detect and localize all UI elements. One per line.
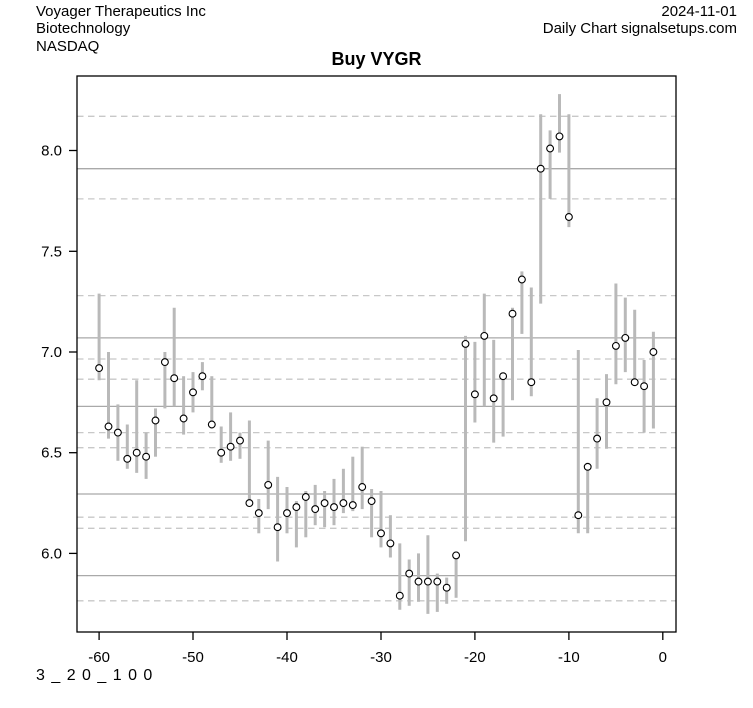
close-marker: [301, 493, 310, 501]
close-marker: [602, 398, 611, 407]
close-marker: [113, 428, 122, 437]
chart-date: 2024-11-01: [661, 3, 737, 20]
close-marker: [536, 164, 545, 173]
header-left: Voyager Therapeutics Inc Biotechnology N…: [36, 3, 206, 55]
close-marker: [217, 448, 226, 457]
close-marker: [574, 511, 583, 520]
plot-border: [76, 75, 677, 633]
close-marker: [414, 577, 423, 586]
close-marker: [499, 372, 508, 381]
x-tick-label: -30: [370, 649, 392, 666]
x-tick-label: -10: [558, 649, 580, 666]
sector-label: Biotechnology: [36, 20, 131, 38]
header-right: 2024-11-01 Daily Chart signalsetups.com: [543, 3, 737, 38]
close-marker: [517, 275, 526, 284]
close-marker: [480, 331, 489, 340]
x-tick-label: -60: [88, 649, 110, 666]
close-marker: [320, 499, 329, 508]
chart-title: Buy VYGR: [331, 49, 422, 69]
close-marker: [508, 309, 517, 318]
close-marker: [433, 577, 442, 586]
close-marker: [470, 390, 479, 399]
close-marker: [649, 348, 658, 356]
close-marker: [386, 539, 395, 548]
close-marker: [358, 483, 367, 491]
close-marker: [621, 333, 630, 342]
close-marker: [489, 394, 498, 403]
close-marker: [292, 503, 301, 512]
close-marker: [311, 505, 320, 514]
y-axis: 6.0 6.5 7.0 7.5 8.0: [41, 143, 77, 562]
close-marker: [254, 509, 263, 518]
close-marker: [442, 583, 451, 592]
y-tick-label: 6.0: [41, 545, 62, 562]
close-marker: [555, 132, 564, 141]
close-marker: [264, 480, 273, 489]
close-marker: [367, 497, 376, 506]
close-marker: [132, 448, 141, 457]
level-lines: [77, 115, 676, 602]
close-marker: [564, 213, 573, 221]
close-marker: [377, 529, 385, 538]
close-marker: [123, 454, 132, 463]
close-marker: [104, 422, 113, 431]
close-marker: [339, 499, 348, 508]
signal-code-label: 3 _ 2 0 _ 1 0 0: [36, 667, 154, 684]
close-marker: [198, 372, 207, 381]
price-bars: [97, 94, 655, 614]
close-marker: [452, 551, 461, 560]
close-marker: [611, 341, 620, 350]
close-marker: [546, 144, 555, 153]
close-marker: [348, 501, 357, 510]
close-marker: [461, 339, 470, 348]
x-tick-label: -20: [464, 649, 486, 666]
close-marker: [142, 452, 151, 461]
x-tick-label: -50: [182, 649, 204, 666]
close-marker: [151, 416, 160, 425]
close-marker: [395, 591, 404, 600]
exchange-label: NASDAQ: [36, 37, 100, 55]
close-marker: [283, 509, 291, 518]
y-tick-label: 7.0: [41, 344, 62, 361]
close-marker: [170, 374, 179, 383]
close-marker: [330, 503, 338, 512]
x-tick-label: 0: [659, 649, 667, 666]
close-marker: [179, 414, 188, 423]
close-marker: [405, 569, 414, 578]
x-axis: -60 -50 -40 -30 -20 -10 0: [88, 632, 667, 666]
close-marker: [273, 523, 282, 532]
close-marker: [245, 499, 254, 508]
close-marker: [226, 442, 235, 451]
close-marker: [189, 388, 197, 397]
close-marker: [95, 364, 104, 373]
close-marker: [207, 420, 216, 429]
chart-source: Daily Chart signalsetups.com: [542, 20, 737, 38]
y-tick-label: 6.5: [41, 445, 62, 462]
close-marker: [423, 577, 432, 586]
close-marker: [593, 434, 602, 443]
close-markers: [95, 132, 658, 600]
close-marker: [160, 358, 169, 367]
company-name: Voyager Therapeutics Inc: [36, 3, 206, 20]
close-marker: [527, 378, 536, 387]
close-marker: [583, 462, 592, 471]
y-tick-label: 8.0: [41, 143, 62, 160]
y-tick-label: 7.5: [41, 243, 62, 260]
x-tick-label: -40: [276, 649, 298, 666]
close-marker: [630, 378, 639, 387]
close-marker: [236, 436, 244, 445]
close-marker: [640, 382, 649, 391]
